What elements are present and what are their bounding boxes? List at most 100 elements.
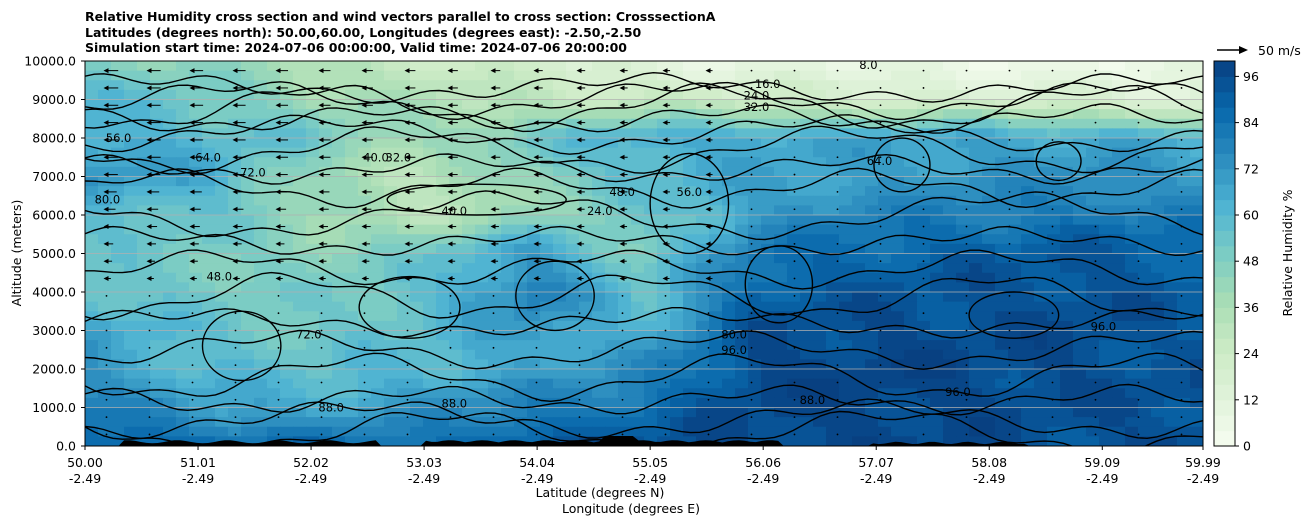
field-cell (1008, 147, 1022, 158)
wind-dot (1094, 139, 1097, 141)
field-cell (436, 407, 450, 418)
field-cell (605, 272, 619, 283)
field-cell (1008, 388, 1022, 399)
field-cell (1190, 397, 1203, 409)
field-cell (1021, 426, 1035, 437)
field-cell (514, 330, 528, 341)
field-cell (774, 89, 788, 101)
wind-dot (1008, 191, 1011, 193)
field-cell (280, 417, 294, 428)
wind-dot (492, 329, 495, 332)
field-cell (293, 292, 307, 303)
field-cell (137, 359, 151, 370)
field-cell (1008, 186, 1022, 197)
wind-arrow-head (361, 154, 367, 160)
field-cell (774, 340, 788, 351)
field-cell (878, 128, 892, 139)
field-cell (1034, 330, 1048, 341)
field-cell (358, 243, 372, 255)
wind-dot (965, 121, 968, 124)
x-tick-label-lat: 56.06 (745, 455, 781, 470)
wind-dot (1180, 329, 1183, 332)
field-cell (150, 417, 164, 428)
field-cell (1177, 311, 1191, 322)
field-cell (124, 407, 138, 418)
field-cell (644, 311, 658, 322)
field-cell (735, 388, 749, 399)
wind-dot (836, 346, 839, 349)
field-cell (488, 282, 502, 293)
field-cell (150, 359, 164, 370)
wind-dot (1137, 381, 1140, 384)
field-cell (319, 292, 333, 303)
field-cell (982, 195, 996, 206)
field-cell (462, 147, 476, 158)
field-cell (267, 157, 281, 168)
field-cell (839, 253, 853, 264)
wind-arrow-head (103, 258, 109, 264)
field-cell (306, 292, 320, 303)
field-cell (1164, 99, 1178, 110)
field-cell (371, 378, 385, 389)
field-cell (332, 70, 346, 81)
field-cell (1073, 282, 1087, 293)
field-cell (787, 263, 801, 274)
wind-arrow-head (619, 137, 625, 143)
field-cell (1008, 243, 1022, 255)
field-cell (904, 224, 918, 235)
field-cell (670, 243, 684, 255)
field-cell (592, 340, 606, 351)
field-cell (618, 311, 632, 322)
field-cell (267, 234, 281, 245)
field-cell (280, 301, 294, 312)
field-cell (1177, 330, 1191, 341)
field-cell (124, 61, 138, 72)
field-cell (657, 253, 671, 264)
field-cell (722, 234, 736, 245)
field-cell (1047, 215, 1061, 226)
field-cell (1099, 263, 1113, 274)
wind-dot (793, 121, 796, 124)
field-cell (995, 138, 1009, 149)
field-cell (267, 340, 281, 351)
field-cell (579, 186, 593, 197)
field-cell (1112, 138, 1126, 149)
wind-arrow-head (146, 172, 152, 178)
wind-arrow-head (619, 120, 625, 126)
field-cell (475, 195, 489, 206)
field-cell (137, 272, 151, 283)
field-cell (592, 253, 606, 264)
wind-arrow-head (533, 68, 539, 74)
colorbar-band (1214, 122, 1235, 139)
field-cell (683, 224, 697, 235)
field-cell (1112, 397, 1126, 409)
field-cell (228, 349, 242, 360)
field-cell (722, 186, 736, 197)
field-cell (852, 99, 866, 110)
field-cell (1125, 128, 1139, 139)
field-cell (436, 195, 450, 206)
field-cell (696, 263, 710, 274)
field-cell (514, 215, 528, 226)
wind-arrow-head (619, 102, 625, 108)
field-cell (280, 243, 294, 255)
wind-arrow-head (576, 120, 582, 126)
field-cell (579, 224, 593, 235)
field-cell (1138, 397, 1152, 409)
field-cell (345, 340, 359, 351)
field-cell (787, 128, 801, 139)
field-cell (124, 195, 138, 206)
field-cell (345, 166, 359, 178)
field-cell (189, 138, 203, 149)
wind-arrow-head (533, 224, 539, 230)
field-cell (644, 388, 658, 399)
field-cell (696, 186, 710, 197)
wind-arrow-head (232, 189, 238, 195)
wind-arrow-head (490, 102, 496, 108)
field-cell (1060, 349, 1074, 360)
field-cell (943, 340, 957, 351)
field-cell (410, 128, 424, 139)
wind-dot (1094, 312, 1097, 315)
field-cell (1047, 369, 1061, 380)
field-cell (969, 80, 983, 91)
